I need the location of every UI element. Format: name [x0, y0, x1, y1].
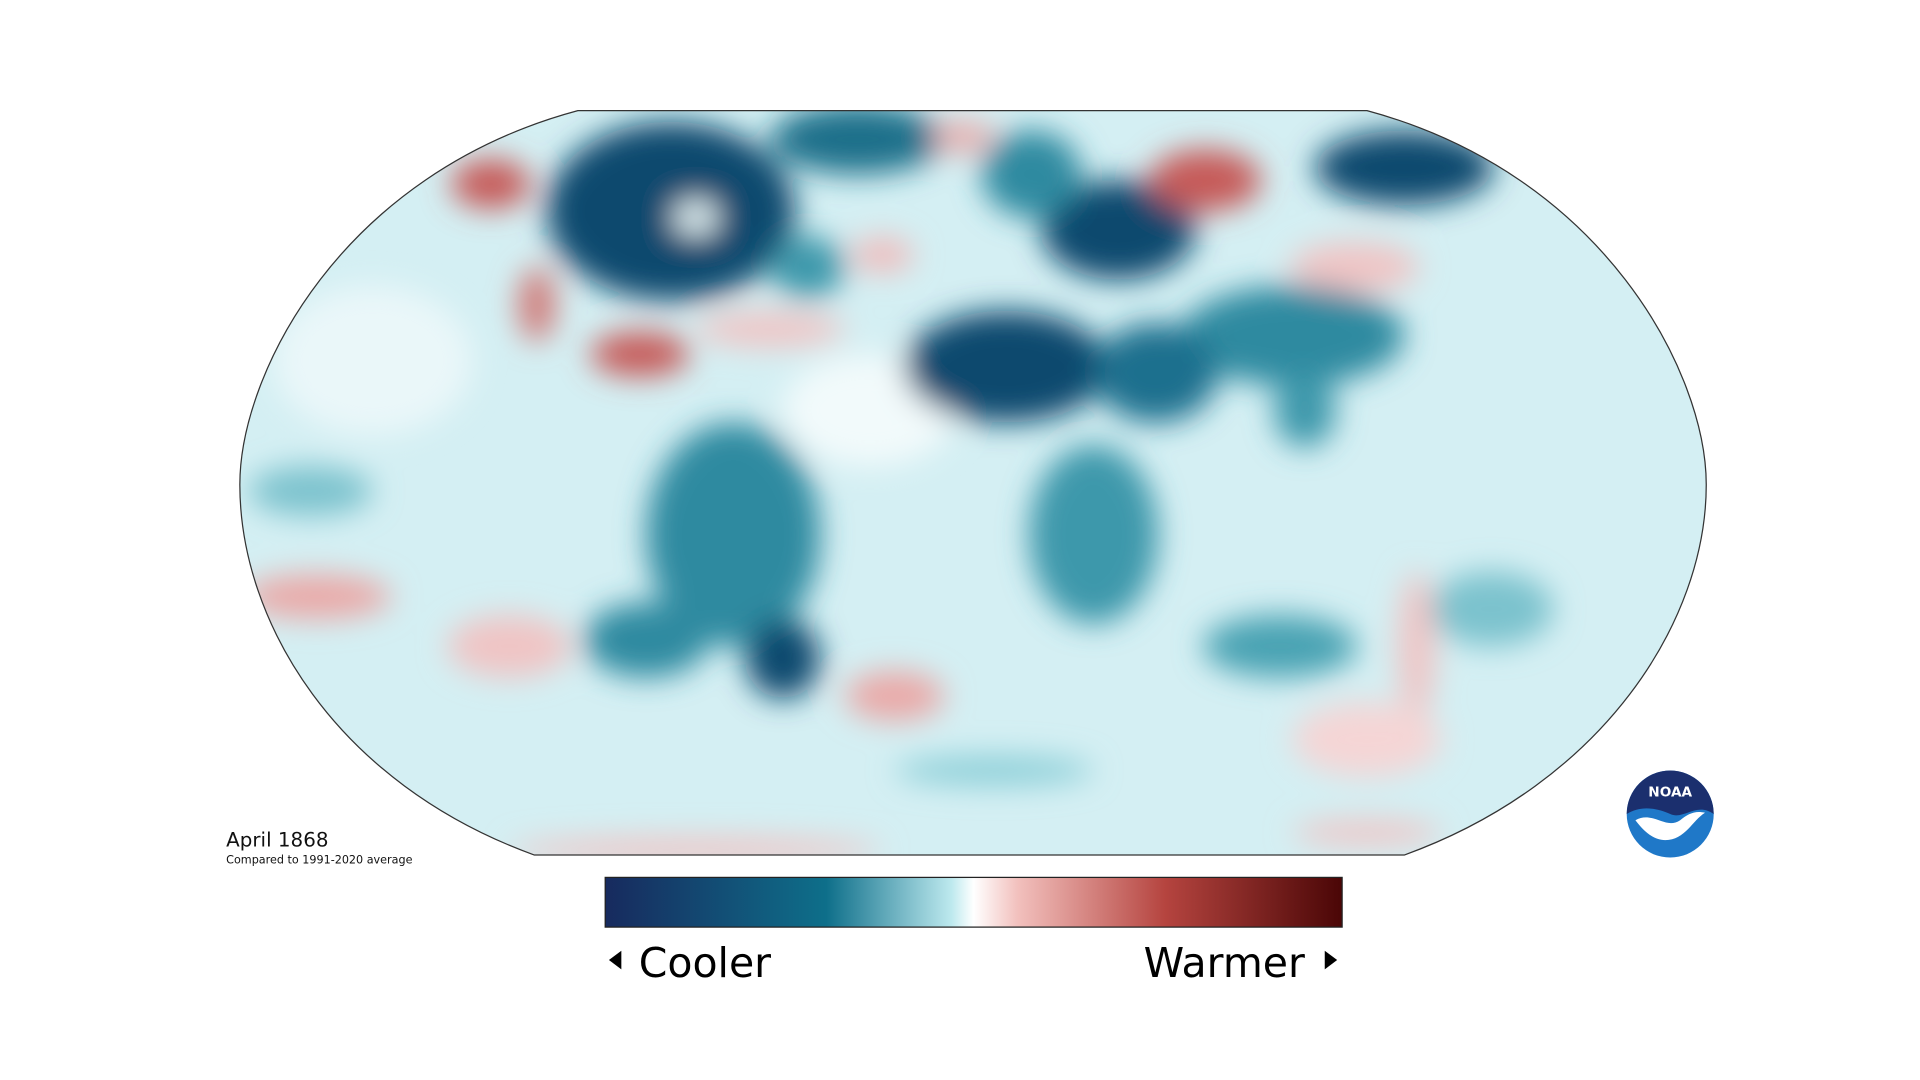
anomaly-area	[273, 285, 473, 435]
anomaly-area	[1202, 615, 1358, 678]
anomaly-area	[845, 671, 945, 721]
anomaly-area	[1028, 444, 1159, 624]
logo-gull	[1635, 811, 1706, 841]
anomaly-area	[242, 574, 392, 619]
map-border	[239, 110, 1707, 856]
anomaly-area	[509, 837, 883, 856]
ocean-base	[239, 110, 1707, 856]
anomaly-area	[981, 130, 1082, 218]
anomaly-area	[770, 110, 945, 175]
anomaly-area	[1041, 180, 1196, 280]
anomaly-area	[932, 121, 995, 152]
cooler-label: Cooler	[639, 939, 771, 987]
warmer-label: Warmer	[1144, 939, 1305, 987]
anomaly-area	[546, 121, 796, 301]
anomaly-area	[1273, 372, 1336, 448]
anomaly-area	[1180, 285, 1405, 386]
anomaly-map	[239, 110, 1707, 856]
anomaly-area	[904, 310, 1109, 423]
anomaly-area	[447, 615, 572, 678]
anomaly-area	[695, 311, 846, 347]
logo-top	[1626, 770, 1714, 816]
anomaly-area	[584, 602, 709, 678]
anomaly-area	[673, 200, 719, 235]
logo-text: NOAA	[1648, 785, 1692, 801]
anomaly-area	[1289, 242, 1420, 293]
anomaly-area	[1292, 820, 1442, 846]
anomaly-fields	[242, 110, 1554, 856]
anomaly-area	[1314, 130, 1494, 206]
anomaly-area	[745, 618, 821, 699]
anomaly-area	[1149, 149, 1262, 212]
warmer-arrow	[1324, 950, 1338, 970]
anomaly-area	[1398, 571, 1436, 721]
anomaly-area	[248, 466, 373, 516]
cooler-arrow	[608, 950, 622, 970]
color-scale	[604, 876, 1343, 928]
noaa-logo: NOAA	[1626, 770, 1714, 858]
anomaly-area	[770, 236, 846, 299]
map-subtitle: Compared to 1991-2020 average	[226, 854, 412, 867]
anomaly-area	[518, 267, 556, 342]
anomaly-area	[894, 755, 1094, 786]
anomaly-area	[1093, 323, 1218, 423]
anomaly-area	[1292, 702, 1442, 777]
anomaly-area	[590, 331, 690, 377]
anomaly-area	[646, 422, 821, 647]
anomaly-area	[451, 159, 531, 209]
anomaly-area	[851, 237, 914, 273]
map-title: April 1868	[226, 828, 328, 851]
anomaly-area	[1429, 571, 1554, 647]
